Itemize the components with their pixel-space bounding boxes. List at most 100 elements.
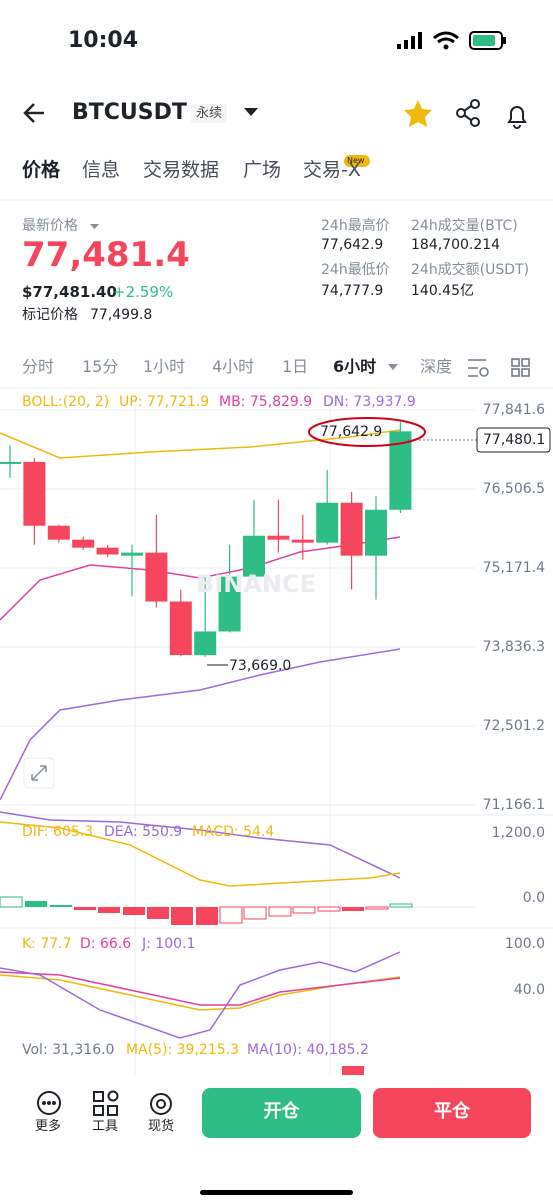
candle-body [291, 539, 314, 543]
stat-value: 184,700.214 [411, 237, 501, 253]
close-label[interactable]: 平仓 [434, 1101, 470, 1122]
boll-dn-line [0, 648, 401, 801]
badge-text: New [347, 156, 365, 165]
open-label[interactable]: 开仓 [263, 1101, 300, 1122]
kdj-legend: J: 100.1 [142, 936, 196, 952]
boll-up-line [0, 429, 401, 459]
candle-body [316, 502, 339, 543]
contract-tag: 永续 [191, 104, 228, 123]
candle-body [243, 535, 265, 577]
axis-label: 100.0 [504, 936, 545, 952]
symbol: BTCUSDT [72, 100, 187, 125]
vol-legend: Vol: 31,316.0 [22, 1042, 115, 1058]
watermark: BINANCE [196, 570, 316, 598]
candle-body [0, 461, 21, 464]
boll-legend: UP: 77,721.9 [119, 394, 210, 410]
y-tick-label: 72,501.2 [482, 718, 545, 734]
candle-body [194, 631, 217, 656]
close-button[interactable] [373, 1088, 531, 1138]
tab[interactable]: 广场 [243, 159, 282, 181]
y-tick-label: 77,841.6 [482, 402, 545, 418]
high-note: 77,642.9 [320, 424, 383, 440]
dropdown-icon[interactable] [388, 364, 398, 370]
nav-icons[interactable] [37, 1090, 172, 1116]
stat-value: 74,777.9 [321, 283, 384, 299]
back-icon[interactable] [23, 103, 44, 123]
tab[interactable]: 交易数据 [143, 159, 220, 181]
y-tick-label: 71,166.1 [482, 797, 545, 813]
candle-body [72, 539, 95, 548]
macd-legend: DEA: 550.9 [104, 824, 183, 840]
y-tick-label: 75,171.4 [482, 560, 545, 576]
mark-price: 77,499.8 [90, 307, 153, 323]
interval[interactable]: 15分 [82, 357, 119, 376]
volume-bar [342, 1066, 364, 1075]
candle-body [169, 601, 192, 656]
usd-price: $77,481.40 [22, 283, 117, 301]
nav-label[interactable]: 工具 [92, 1119, 119, 1134]
bell-icon[interactable] [507, 106, 527, 129]
y-tick-label: 73,836.3 [482, 639, 545, 655]
candle-body [96, 547, 119, 555]
vol-legend: MA(10): 40,185.2 [247, 1042, 369, 1058]
boll-legend: MB: 75,829.9 [219, 394, 313, 410]
star-icon[interactable] [404, 100, 432, 127]
kdj-legend: K: 77.7 [22, 936, 72, 952]
candle-body [121, 552, 143, 556]
highlight-ellipse [308, 417, 426, 447]
dea-line [0, 811, 401, 879]
macd-legend: DIF: 605.3 [22, 824, 94, 840]
interval[interactable]: 4小时 [212, 357, 255, 376]
dropdown-icon [90, 224, 99, 229]
open-button[interactable] [202, 1088, 361, 1138]
macd-histogram [0, 896, 413, 925]
tab[interactable]: 交易-X [303, 159, 361, 181]
stat-label: 24h最高价 [321, 218, 390, 234]
candle-body [23, 461, 46, 526]
share-icon[interactable] [456, 99, 480, 127]
candle-body [340, 502, 363, 556]
expand-icon[interactable] [31, 765, 47, 781]
stat-value: 140.45亿 [411, 283, 474, 299]
new-badge [344, 155, 370, 167]
y-tick-label: 76,506.5 [482, 481, 545, 497]
j-line [0, 951, 401, 1039]
price-tag [476, 427, 551, 453]
current-price-tag: 77,480.1 [483, 432, 546, 448]
last-price: 77,481.4 [22, 235, 190, 275]
vertical-grid [134, 395, 331, 1075]
layout-icon[interactable] [511, 358, 530, 377]
interval[interactable]: 1日 [282, 357, 309, 376]
change: +2.59% [113, 283, 174, 301]
nav-label[interactable]: 更多 [35, 1119, 62, 1134]
interval[interactable]: 6小时 [333, 357, 377, 376]
stat-label: 24h最低价 [321, 262, 390, 278]
low-note: 73,669.0 [229, 658, 292, 674]
boll-legend: BOLL:(20, 2) [22, 394, 110, 410]
mark-label: 标记价格 [22, 307, 78, 323]
nav-label[interactable]: 现货 [148, 1119, 175, 1134]
candle-body [365, 509, 387, 556]
interval[interactable]: 分时 [22, 357, 55, 376]
candle-body [389, 431, 412, 510]
price-label: 最新价格 [22, 218, 78, 234]
axis-label: 1,200.0 [491, 825, 545, 841]
home-indicator [200, 1190, 353, 1195]
dropdown-icon[interactable] [244, 108, 258, 116]
candle-body [145, 552, 168, 602]
candle-body [267, 535, 290, 540]
candle-body [47, 525, 70, 540]
tab[interactable]: 价格 [22, 159, 61, 181]
time: 10:04 [68, 28, 139, 53]
settings-icon[interactable] [468, 359, 489, 377]
interval[interactable]: 深度 [420, 357, 453, 376]
candle-body [218, 576, 241, 632]
macd-legend: MACD: 54.4 [192, 824, 275, 840]
axis-label: 40.0 [513, 982, 545, 998]
interval[interactable]: 1小时 [143, 357, 186, 376]
tab[interactable]: 信息 [82, 159, 121, 181]
vol-legend: MA(5): 39,215.3 [126, 1042, 239, 1058]
dif-line [0, 821, 401, 887]
status-icons [397, 31, 506, 50]
